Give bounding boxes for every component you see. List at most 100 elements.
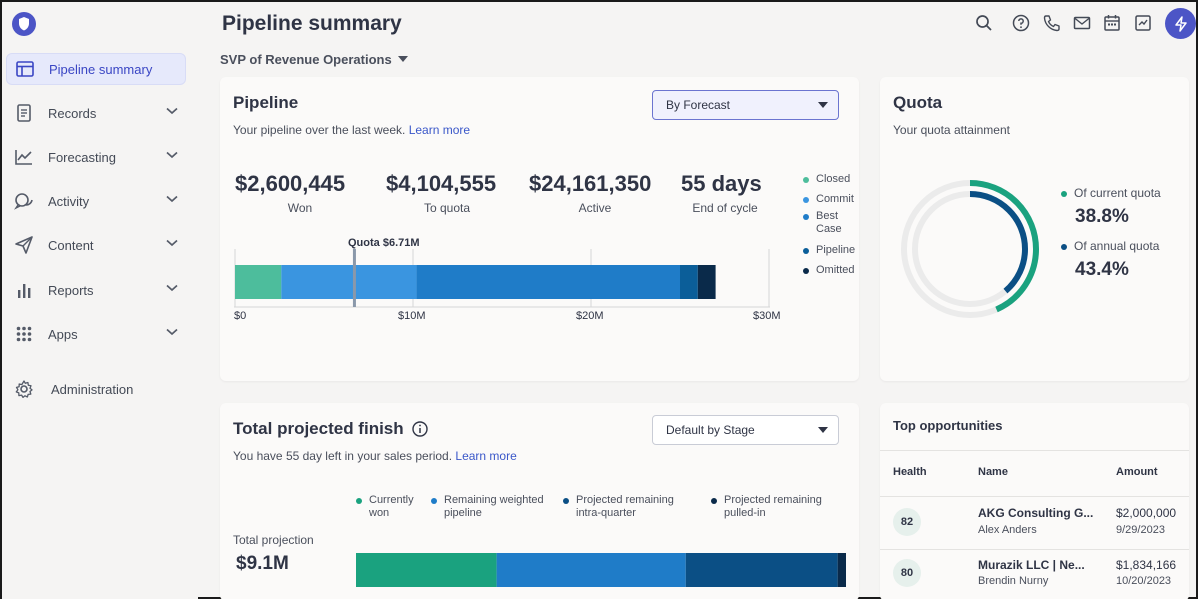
quick-actions-button[interactable] xyxy=(1165,8,1196,39)
chat-bubbles-icon xyxy=(14,191,34,211)
projection-segment-4 xyxy=(837,553,846,587)
legend-commit: Commit xyxy=(803,193,854,206)
opportunity-date: 10/20/2023 xyxy=(1116,575,1172,587)
pipeline-bar-chart xyxy=(234,249,770,308)
phone-icon[interactable] xyxy=(1043,14,1061,32)
chevron-down-icon[interactable] xyxy=(166,151,178,159)
sidebar-item-records[interactable]: Records xyxy=(6,97,186,129)
current-quota-legend: Of current quota xyxy=(1061,187,1161,200)
learn-more-link[interactable]: Learn more xyxy=(408,123,471,137)
divider xyxy=(880,496,1189,497)
sidebar-item-label: Administration xyxy=(51,381,134,397)
end-of-cycle-value: 55 days xyxy=(681,171,762,196)
tick-label: $10M xyxy=(398,310,426,322)
stage-dropdown-value: Default by Stage xyxy=(666,423,755,437)
opportunity-name[interactable]: AKG Consulting G... xyxy=(978,506,1094,520)
caret-down-icon xyxy=(818,102,828,108)
legend-label: Closed xyxy=(816,173,851,185)
column-header-amount[interactable]: Amount xyxy=(1116,466,1158,478)
sidebar-item-label: Content xyxy=(48,237,94,253)
active-label: Active xyxy=(578,201,612,215)
column-header-name[interactable]: Name xyxy=(978,466,1008,478)
legend-best-case: Best Case xyxy=(803,210,848,236)
learn-more-link[interactable]: Learn more xyxy=(455,449,517,463)
calendar-icon[interactable] xyxy=(1103,14,1121,32)
bar-segment-closed xyxy=(235,265,282,299)
forecast-dropdown[interactable]: By Forecast xyxy=(652,90,839,120)
chevron-down-icon[interactable] xyxy=(166,239,178,247)
sidebar-item-reports[interactable]: Reports xyxy=(6,274,186,306)
opportunity-owner: Alex Anders xyxy=(978,524,1037,536)
search-icon[interactable] xyxy=(975,14,993,32)
divider xyxy=(880,450,1189,451)
health-score-badge: 82 xyxy=(893,508,921,536)
chevron-down-icon[interactable] xyxy=(166,195,178,203)
projected-subtitle-text: You have 55 day left in your sales perio… xyxy=(233,449,453,463)
sidebar-item-content[interactable]: Content xyxy=(6,229,186,261)
legend-remaining-weighted: Remaining weighted pipeline xyxy=(431,494,556,520)
tick-label: $20M xyxy=(576,310,604,322)
chevron-down-icon[interactable] xyxy=(166,107,178,115)
sidebar-item-pipeline-summary[interactable]: Pipeline summary xyxy=(6,53,186,85)
legend-label: Best Case xyxy=(816,210,842,235)
opportunity-owner: Brendin Nurny xyxy=(978,575,1049,587)
stage-dropdown[interactable]: Default by Stage xyxy=(652,415,839,445)
legend-currently-won: Currently won xyxy=(356,494,426,520)
quota-subtitle: Your quota attainment xyxy=(893,123,1010,137)
quota-marker-label: Quota $6.71M xyxy=(348,237,420,249)
pipeline-title: Pipeline xyxy=(233,93,299,112)
legend-dot xyxy=(803,268,809,274)
bar-segment-pipeline xyxy=(680,265,698,299)
projection-stacked-bar xyxy=(356,553,846,587)
legend-dot xyxy=(563,498,569,504)
tick-label: $0 xyxy=(234,310,247,322)
opportunity-name[interactable]: Murazik LLC | Ne... xyxy=(978,558,1085,572)
to-quota-label: To quota xyxy=(423,201,471,215)
to-quota-value: $4,104,555 xyxy=(386,171,497,196)
bar-chart-icon xyxy=(14,280,34,300)
sidebar-item-administration[interactable]: Administration xyxy=(6,373,186,405)
legend-label: Pipeline xyxy=(816,244,856,256)
legend-label: Omitted xyxy=(816,264,855,276)
opportunity-date: 9/29/2023 xyxy=(1116,524,1165,536)
help-icon[interactable] xyxy=(1012,14,1030,32)
sidebar-item-label: Reports xyxy=(48,282,94,298)
legend-label: Commit xyxy=(816,193,854,205)
tick-label: $30M xyxy=(753,310,781,322)
sidebar-item-label: Forecasting xyxy=(48,149,116,165)
legend-dot xyxy=(803,214,809,220)
role-selector[interactable]: SVP of Revenue Operations xyxy=(220,52,408,67)
sidebar-item-activity[interactable]: Activity xyxy=(6,185,186,217)
won-value: $2,600,445 xyxy=(235,171,346,196)
legend-dot xyxy=(356,498,362,504)
projected-title-text: Total projected finish xyxy=(233,419,404,438)
current-quota-value: 38.8% xyxy=(1075,206,1129,227)
legend-dot xyxy=(1061,244,1067,250)
projection-segment-1 xyxy=(356,553,497,587)
won-label: Won xyxy=(287,201,313,215)
analytics-icon[interactable] xyxy=(1134,14,1152,32)
annual-quota-ring-arc xyxy=(901,180,1039,318)
mail-icon[interactable] xyxy=(1073,14,1091,32)
bar-segment-best-case xyxy=(416,265,680,299)
quota-attainment-rings xyxy=(901,180,1039,318)
legend-omitted: Omitted xyxy=(803,264,855,277)
quota-card: Quota Your quota attainment Of current q… xyxy=(880,77,1189,381)
bar-segment-commit xyxy=(281,265,417,299)
trend-chart-icon xyxy=(14,147,34,167)
projection-segment-2 xyxy=(496,553,686,587)
column-header-health[interactable]: Health xyxy=(893,466,927,478)
current-quota-ring-arc xyxy=(912,191,1028,307)
sidebar-item-forecasting[interactable]: Forecasting xyxy=(6,141,186,173)
sidebar-item-label: Records xyxy=(48,105,97,121)
legend-label: Of annual quota xyxy=(1074,239,1160,253)
chevron-down-icon[interactable] xyxy=(166,328,178,336)
chevron-down-icon[interactable] xyxy=(166,284,178,292)
projection-segment-3 xyxy=(685,553,838,587)
layout-icon xyxy=(15,59,35,79)
legend-label: Projected remaining intra-quarter xyxy=(576,494,674,519)
info-icon[interactable] xyxy=(411,421,428,437)
sidebar-item-apps[interactable]: Apps xyxy=(6,318,186,350)
annual-quota-value: 43.4% xyxy=(1075,259,1129,280)
logo-shield-icon[interactable] xyxy=(12,12,36,36)
